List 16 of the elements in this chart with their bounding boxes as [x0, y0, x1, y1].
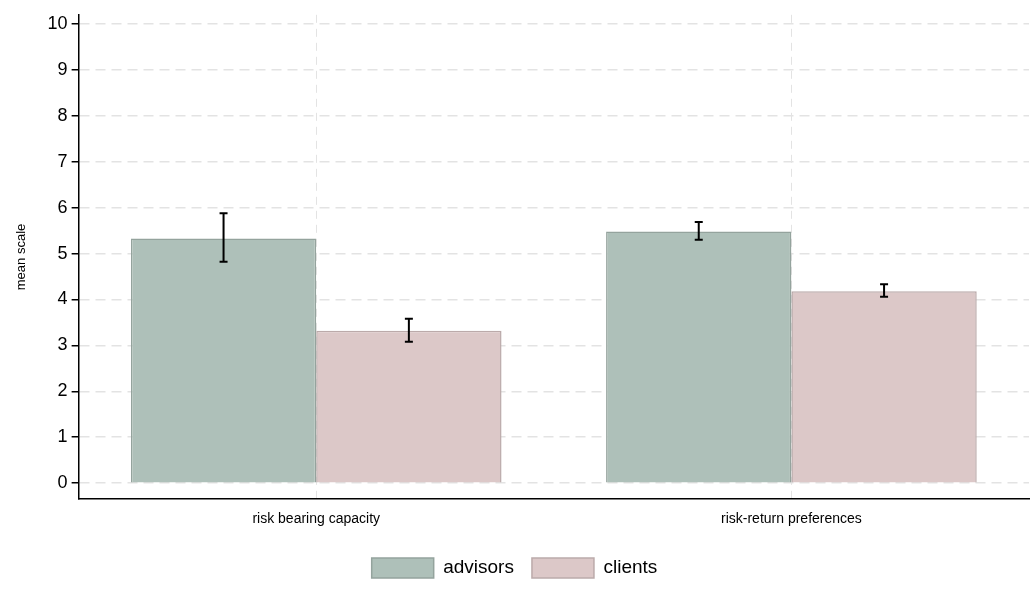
legend-label: clients — [603, 556, 658, 578]
x-tick-label: risk-return preferences — [720, 510, 862, 527]
y-tick-label: 1 — [57, 426, 68, 447]
y-tick-label: 8 — [57, 104, 68, 125]
y-tick-label: 2 — [57, 380, 68, 401]
y-tick-label: 3 — [57, 334, 68, 355]
y-tick-label: 4 — [57, 288, 68, 309]
y-tick-label: 10 — [47, 12, 68, 33]
x-tick-label: risk bearing capacity — [252, 510, 381, 527]
y-tick-label: 7 — [57, 150, 68, 171]
y-tick-label: 9 — [57, 58, 68, 79]
legend-label: advisors — [443, 556, 514, 578]
y-axis-title: mean scale — [13, 223, 29, 291]
y-tick-label: 5 — [57, 242, 68, 263]
y-tick-label: 6 — [57, 196, 68, 217]
y-tick-label: 0 — [57, 472, 68, 493]
